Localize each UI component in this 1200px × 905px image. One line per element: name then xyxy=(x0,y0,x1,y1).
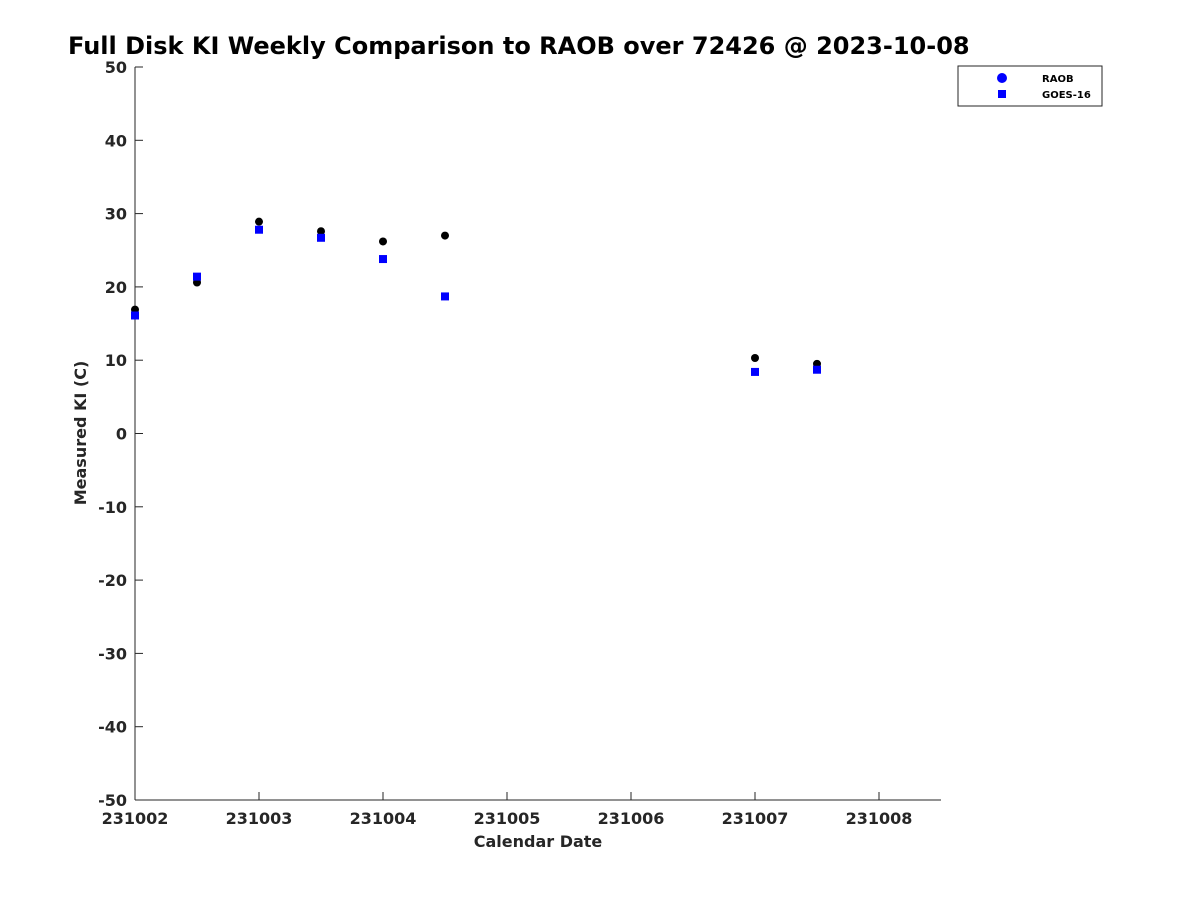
y-axis-label: Measured KI (C) xyxy=(71,361,90,506)
data-point-square xyxy=(317,233,325,242)
legend-label: GOES-16 xyxy=(1042,90,1091,101)
series-raob xyxy=(131,217,821,368)
data-point-square xyxy=(193,272,201,281)
data-points xyxy=(131,217,821,376)
data-point-square xyxy=(255,225,263,234)
y-tick-label: 0 xyxy=(116,425,127,444)
data-point-square xyxy=(379,255,387,264)
data-point-circle xyxy=(441,231,449,240)
x-axis-label: Calendar Date xyxy=(474,832,603,851)
legend-marker-square xyxy=(998,90,1006,98)
legend-marker-circle xyxy=(997,73,1007,83)
data-point-circle xyxy=(317,227,325,236)
y-tick-label: -10 xyxy=(98,498,127,517)
data-point-square xyxy=(813,365,821,374)
legend-label: RAOB xyxy=(1042,74,1074,85)
legend[interactable]: RAOB GOES-16 xyxy=(957,65,1103,107)
y-tick-label: 40 xyxy=(105,131,127,150)
x-tick-label: 231004 xyxy=(350,809,417,828)
x-tick-label: 231005 xyxy=(474,809,541,828)
legend-box xyxy=(957,65,1103,107)
y-tick-label: 20 xyxy=(105,278,127,297)
data-point-square xyxy=(441,292,449,301)
y-tick-label: -30 xyxy=(98,644,127,663)
series-goes-16 xyxy=(131,225,821,376)
data-point-square xyxy=(131,311,139,320)
data-point-square xyxy=(751,367,759,376)
data-point-circle xyxy=(255,217,263,226)
x-tick-label: 231002 xyxy=(102,809,169,828)
x-tick-label: 231006 xyxy=(598,809,665,828)
x-tick-label: 231007 xyxy=(722,809,789,828)
y-tick-label: 50 xyxy=(105,58,127,77)
y-tick-label: 30 xyxy=(105,205,127,224)
y-tick-label: -40 xyxy=(98,718,127,737)
data-point-circle xyxy=(379,237,387,246)
x-tick-label: 231003 xyxy=(226,809,293,828)
chart-title: Full Disk KI Weekly Comparison to RAOB o… xyxy=(68,32,970,60)
y-tick-label: -50 xyxy=(98,791,127,810)
data-point-circle xyxy=(751,354,759,363)
x-tick-label: 231008 xyxy=(846,809,913,828)
y-tick-label: -20 xyxy=(98,571,127,590)
y-tick-label: 10 xyxy=(105,351,127,370)
